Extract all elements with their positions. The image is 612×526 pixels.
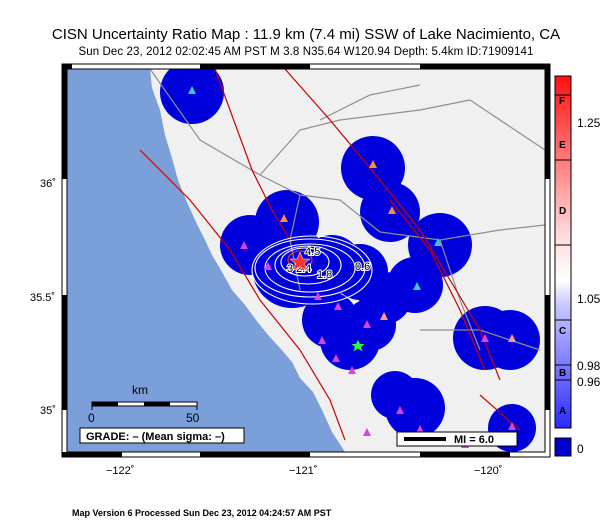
lon-label: −120˚ (474, 465, 502, 477)
station-marker (314, 292, 322, 300)
station-marker (240, 241, 248, 249)
station-marker (434, 238, 442, 246)
lon-label: −121˚ (289, 465, 317, 477)
colorbar-value: 0.96 (577, 375, 601, 389)
station-marker (388, 206, 396, 214)
grade-box (79, 427, 245, 444)
city-marker (351, 340, 365, 352)
grade-letter: A (559, 406, 566, 417)
station-marker (264, 262, 272, 270)
station-marker (188, 86, 196, 94)
station-marker (334, 302, 342, 310)
lat-label: 35˚ (40, 405, 56, 417)
scale-start: 0 (88, 411, 95, 425)
station-marker (508, 422, 516, 430)
scale-unit: km (132, 383, 148, 397)
station-marker (481, 334, 489, 342)
grade-letter: E (559, 140, 566, 151)
grade-letter: D (559, 206, 566, 217)
lon-label: −122˚ (106, 465, 134, 477)
station-marker (369, 160, 377, 168)
colorbar-value: 0 (577, 442, 584, 456)
map-subtitle: Sun Dec 23, 2012 02:02:45 AM PST M 3.8 N… (78, 46, 534, 58)
contours (251, 235, 373, 305)
contour-label: 0.6 (355, 261, 370, 273)
map-area: 4.5 3 2.4 1.8 0.6 (67, 69, 545, 452)
lat-label: 35.5˚ (30, 292, 55, 304)
scale-bar: km 0 50 (88, 383, 200, 425)
contour-label: 1.8 (317, 269, 332, 281)
station-marker (363, 428, 371, 436)
contour-label: 4.5 (305, 246, 320, 258)
station-marker (413, 282, 421, 290)
station-marker (363, 320, 371, 328)
map-footer: Map Version 6 Processed Sun Dec 23, 2012… (72, 508, 332, 518)
station-marker (508, 334, 516, 342)
map-frame (61, 63, 551, 458)
faults (139, 69, 521, 441)
grade-letter: B (559, 368, 566, 379)
station-marker (318, 336, 326, 344)
mi-legend-text: MI = 6.0 (454, 434, 494, 446)
grade-letter: F (559, 96, 565, 107)
colorbar-value: 1.25 (577, 116, 601, 130)
mi-legend-box (396, 431, 518, 447)
colorbar-value: 1.05 (577, 292, 601, 306)
scale-end: 50 (186, 411, 200, 425)
station-marker (280, 214, 288, 222)
station-marker (348, 366, 356, 374)
colorbar-value: 0.98 (577, 359, 601, 373)
colorbar: F E D C B A 1.25 1.05 0.98 0.96 0 (554, 75, 601, 457)
contour-label: 3 (287, 263, 293, 275)
station-marker (332, 354, 340, 362)
station-marker (396, 406, 404, 414)
station-marker (416, 425, 424, 433)
grade-letter: C (559, 326, 566, 337)
station-marker (380, 312, 388, 320)
epicenter-star (289, 251, 311, 272)
lat-label: 36˚ (40, 178, 56, 190)
map-title: CISN Uncertainty Ratio Map : 11.9 km (7.… (51, 26, 561, 43)
grade-text: GRADE: – (Mean sigma: –) (86, 431, 225, 443)
